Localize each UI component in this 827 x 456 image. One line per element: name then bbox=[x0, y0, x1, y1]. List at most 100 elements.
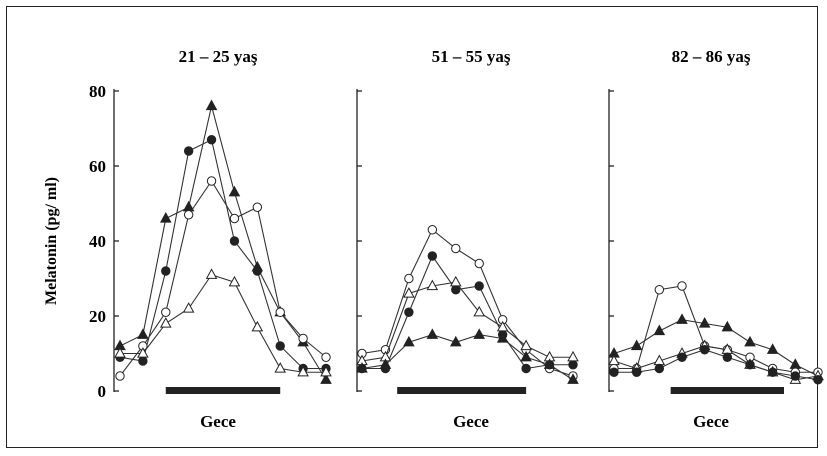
data-point-circle bbox=[677, 281, 687, 291]
series-line-3 bbox=[119, 179, 327, 377]
data-point-circle bbox=[745, 360, 755, 370]
data-point-triangle bbox=[449, 275, 462, 287]
data-point-circle bbox=[161, 307, 171, 317]
data-point-triangle bbox=[608, 354, 620, 366]
data-point-triangle bbox=[567, 350, 579, 362]
data-point-circle bbox=[252, 266, 263, 276]
data-point-circle bbox=[115, 371, 125, 381]
data-point-circle bbox=[206, 176, 217, 186]
data-point-circle bbox=[609, 367, 619, 377]
data-point-triangle bbox=[744, 335, 756, 347]
series-line-3 bbox=[613, 345, 819, 381]
data-point-triangle bbox=[137, 347, 149, 358]
data-point-triangle bbox=[766, 343, 779, 354]
data-point-circle bbox=[138, 356, 148, 366]
data-point-triangle bbox=[567, 373, 579, 384]
data-point-triangle bbox=[228, 185, 241, 197]
y-tick-label: 60 bbox=[89, 157, 106, 176]
data-point-triangle bbox=[520, 350, 532, 362]
data-point-circle bbox=[767, 367, 778, 377]
night-bar bbox=[670, 387, 784, 394]
data-point-circle bbox=[521, 363, 531, 374]
series-line-4 bbox=[614, 349, 819, 381]
x-axis-label: Gece bbox=[453, 412, 489, 431]
series-line-1 bbox=[361, 228, 574, 377]
panel-3: 82 – 86 yaş Gece bbox=[608, 47, 824, 431]
series-line-4 bbox=[120, 274, 326, 373]
data-point-triangle bbox=[297, 365, 309, 377]
data-point-triangle bbox=[676, 313, 688, 324]
data-point-triangle bbox=[520, 339, 532, 351]
series-line-1 bbox=[119, 105, 327, 381]
data-point-triangle bbox=[653, 324, 666, 336]
data-point-circle bbox=[474, 258, 484, 269]
data-point-circle bbox=[183, 210, 194, 220]
y-axis-label: Melatonin (pg/ ml) bbox=[43, 177, 60, 305]
data-point-circle bbox=[427, 225, 438, 235]
data-point-triangle bbox=[698, 317, 711, 328]
y-tick-label: 40 bbox=[89, 232, 106, 251]
data-point-circle bbox=[321, 352, 331, 362]
data-point-triangle bbox=[496, 320, 509, 332]
data-point-triangle bbox=[205, 268, 218, 279]
data-point-triangle bbox=[426, 279, 439, 291]
data-point-circle bbox=[275, 307, 285, 317]
data-point-circle bbox=[568, 360, 578, 370]
data-point-triangle bbox=[403, 335, 415, 347]
data-point-circle bbox=[161, 266, 171, 276]
data-point-triangle bbox=[251, 320, 264, 332]
data-point-circle bbox=[631, 367, 642, 377]
x-axis-label: Gece bbox=[693, 412, 729, 431]
data-point-triangle bbox=[205, 99, 218, 111]
data-point-circle bbox=[252, 202, 263, 212]
night-bar bbox=[397, 387, 527, 394]
panel-2: 51 – 55 yaş Gece bbox=[356, 47, 579, 431]
data-point-triangle bbox=[496, 332, 509, 343]
data-point-circle bbox=[813, 375, 823, 385]
panel-1: 0 20 40 60 80 21 – 25 yaş Gece bbox=[89, 47, 332, 431]
series-line-1 bbox=[613, 319, 819, 377]
series-line-2 bbox=[119, 138, 326, 370]
panel-title: 51 – 55 yaş bbox=[432, 47, 511, 66]
data-point-circle bbox=[451, 243, 461, 254]
panel-title: 21 – 25 yaş bbox=[179, 47, 258, 66]
data-point-circle bbox=[677, 352, 687, 362]
data-point-triangle bbox=[159, 317, 172, 328]
data-point-triangle bbox=[403, 287, 415, 298]
data-point-triangle bbox=[789, 358, 802, 369]
data-point-triangle bbox=[543, 358, 556, 369]
data-point-circle bbox=[298, 333, 308, 344]
data-point-circle bbox=[275, 341, 285, 351]
data-point-circle bbox=[790, 371, 801, 381]
data-point-triangle bbox=[137, 328, 149, 339]
data-point-triangle bbox=[228, 275, 241, 287]
data-point-triangle bbox=[721, 320, 734, 332]
data-point-circle bbox=[699, 345, 710, 355]
data-point-triangle bbox=[159, 212, 172, 223]
data-point-triangle bbox=[379, 358, 392, 369]
data-point-circle bbox=[404, 307, 414, 317]
series-line-3 bbox=[361, 281, 573, 362]
data-point-circle bbox=[654, 285, 665, 295]
data-point-triangle bbox=[473, 328, 486, 339]
data-point-circle bbox=[474, 281, 484, 291]
data-point-circle bbox=[183, 146, 194, 156]
data-point-triangle bbox=[182, 302, 195, 313]
data-point-triangle bbox=[426, 328, 439, 339]
data-point-triangle bbox=[274, 362, 287, 373]
data-point-circle bbox=[404, 273, 414, 284]
data-point-triangle bbox=[630, 339, 643, 351]
data-point-circle bbox=[229, 213, 240, 224]
data-point-triangle bbox=[320, 373, 332, 384]
data-point-triangle bbox=[473, 305, 486, 317]
data-point-triangle bbox=[320, 365, 332, 377]
data-point-circle bbox=[654, 363, 665, 374]
data-point-circle bbox=[722, 352, 733, 362]
data-point-triangle bbox=[449, 335, 462, 347]
panel-title: 82 – 86 yaş bbox=[672, 47, 751, 66]
series-line-4 bbox=[361, 334, 574, 381]
data-point-triangle bbox=[356, 362, 368, 373]
data-point-circle bbox=[229, 236, 240, 246]
figure-frame bbox=[6, 6, 818, 448]
